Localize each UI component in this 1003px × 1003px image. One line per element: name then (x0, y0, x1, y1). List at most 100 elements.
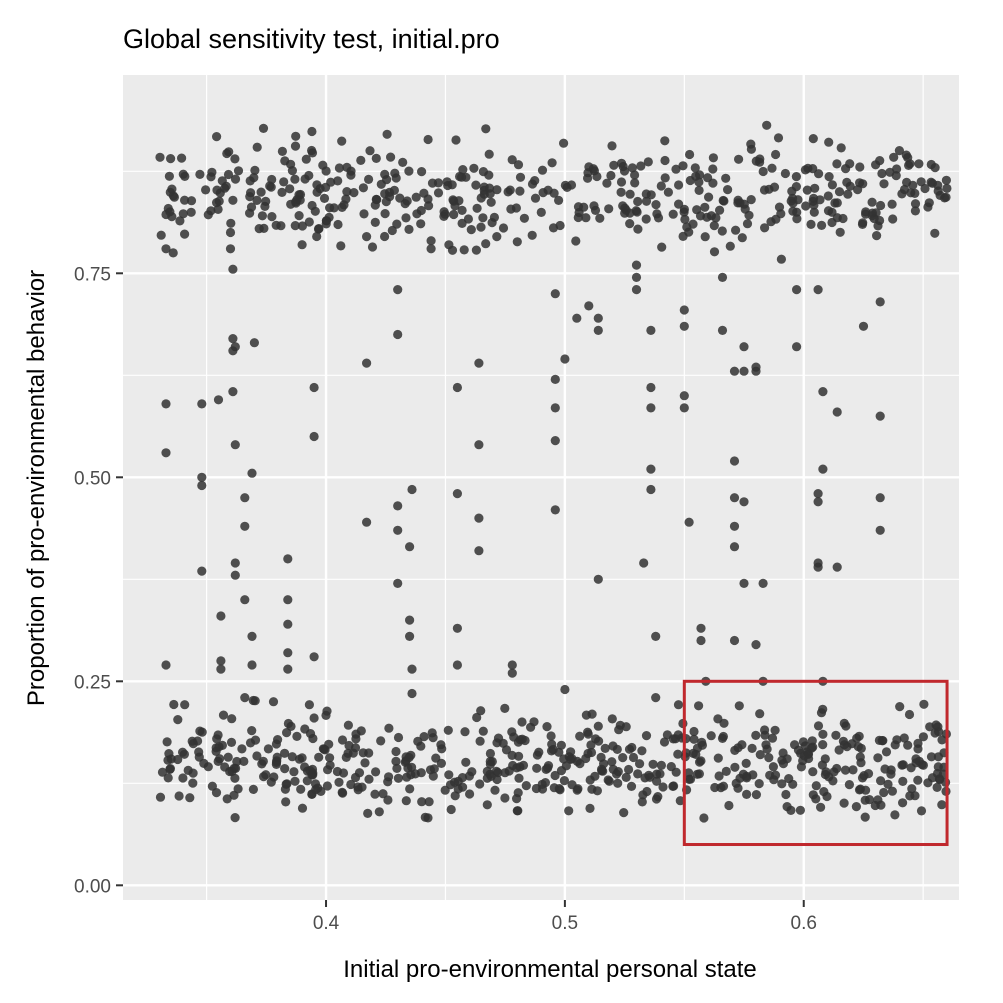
data-point (301, 154, 311, 164)
data-point (503, 187, 513, 197)
data-point (930, 228, 940, 238)
data-point (261, 770, 271, 780)
data-point (166, 754, 176, 764)
data-point (802, 185, 812, 195)
data-point (933, 762, 943, 772)
data-point (215, 188, 225, 198)
data-point (860, 812, 870, 822)
data-point (402, 772, 412, 782)
data-point (378, 789, 388, 799)
data-point (679, 305, 689, 315)
data-point (490, 785, 500, 795)
data-point (474, 513, 484, 523)
data-point (556, 740, 567, 750)
data-point (230, 813, 240, 823)
data-point (273, 735, 283, 745)
data-point (174, 791, 184, 801)
data-point (362, 358, 372, 368)
data-point (616, 187, 626, 197)
data-point (697, 740, 708, 750)
data-point (550, 374, 560, 384)
data-point (914, 159, 924, 169)
data-point (279, 177, 289, 187)
data-point (169, 699, 179, 710)
data-point (227, 714, 237, 724)
data-point (463, 214, 473, 224)
data-point (247, 631, 257, 642)
data-point (440, 785, 450, 795)
data-point (593, 313, 603, 323)
data-point (180, 195, 190, 205)
data-point (339, 200, 349, 210)
data-point (484, 149, 494, 159)
data-point (312, 187, 322, 197)
data-point (280, 748, 290, 758)
data-point (798, 737, 809, 747)
data-point (695, 170, 705, 180)
data-point (575, 731, 585, 741)
data-point (816, 802, 826, 812)
data-point (448, 195, 458, 205)
data-point (240, 595, 250, 605)
data-point (350, 743, 361, 753)
data-point (641, 214, 651, 224)
data-point (451, 135, 461, 145)
data-point (871, 160, 881, 170)
data-point (700, 202, 710, 212)
data-point (230, 342, 240, 352)
data-point (680, 214, 690, 224)
data-point (186, 207, 196, 217)
data-point (913, 775, 923, 785)
data-point (767, 733, 778, 743)
data-point (272, 752, 282, 762)
data-point (294, 211, 304, 221)
data-point (918, 732, 929, 742)
data-point (679, 391, 689, 401)
data-point (467, 767, 477, 777)
data-point (898, 798, 908, 808)
data-point (290, 776, 300, 786)
data-point (684, 517, 694, 527)
data-point (883, 779, 893, 789)
data-point (537, 165, 548, 175)
data-point (383, 795, 393, 805)
data-point (212, 132, 222, 142)
data-point (863, 769, 874, 779)
data-point (389, 185, 399, 195)
data-point (637, 746, 647, 756)
data-point (363, 808, 373, 819)
data-point (585, 775, 595, 785)
data-point (828, 776, 838, 786)
data-point (226, 218, 236, 228)
data-point (285, 184, 295, 194)
data-point (644, 770, 654, 781)
data-point (630, 178, 640, 188)
data-point (765, 770, 775, 780)
data-point (162, 737, 172, 747)
data-point (550, 505, 560, 515)
x-axis-title: Initial pro-environmental personal state (343, 956, 757, 983)
data-point (507, 668, 517, 678)
data-point (937, 800, 947, 810)
data-point (729, 456, 740, 466)
data-point (223, 169, 234, 180)
data-point (426, 244, 436, 254)
data-point (809, 207, 819, 217)
data-point (741, 758, 751, 769)
data-point (905, 159, 915, 169)
data-point (531, 783, 542, 794)
data-point (887, 786, 898, 796)
data-point (761, 740, 771, 750)
data-point (942, 183, 952, 193)
data-point (247, 468, 257, 478)
data-point (659, 737, 670, 747)
data-point (715, 205, 725, 215)
data-point (737, 233, 747, 243)
data-point (903, 740, 913, 750)
data-point (380, 231, 390, 242)
data-point (898, 760, 908, 770)
data-point (818, 387, 828, 397)
data-point (834, 745, 844, 755)
data-point (685, 774, 696, 784)
